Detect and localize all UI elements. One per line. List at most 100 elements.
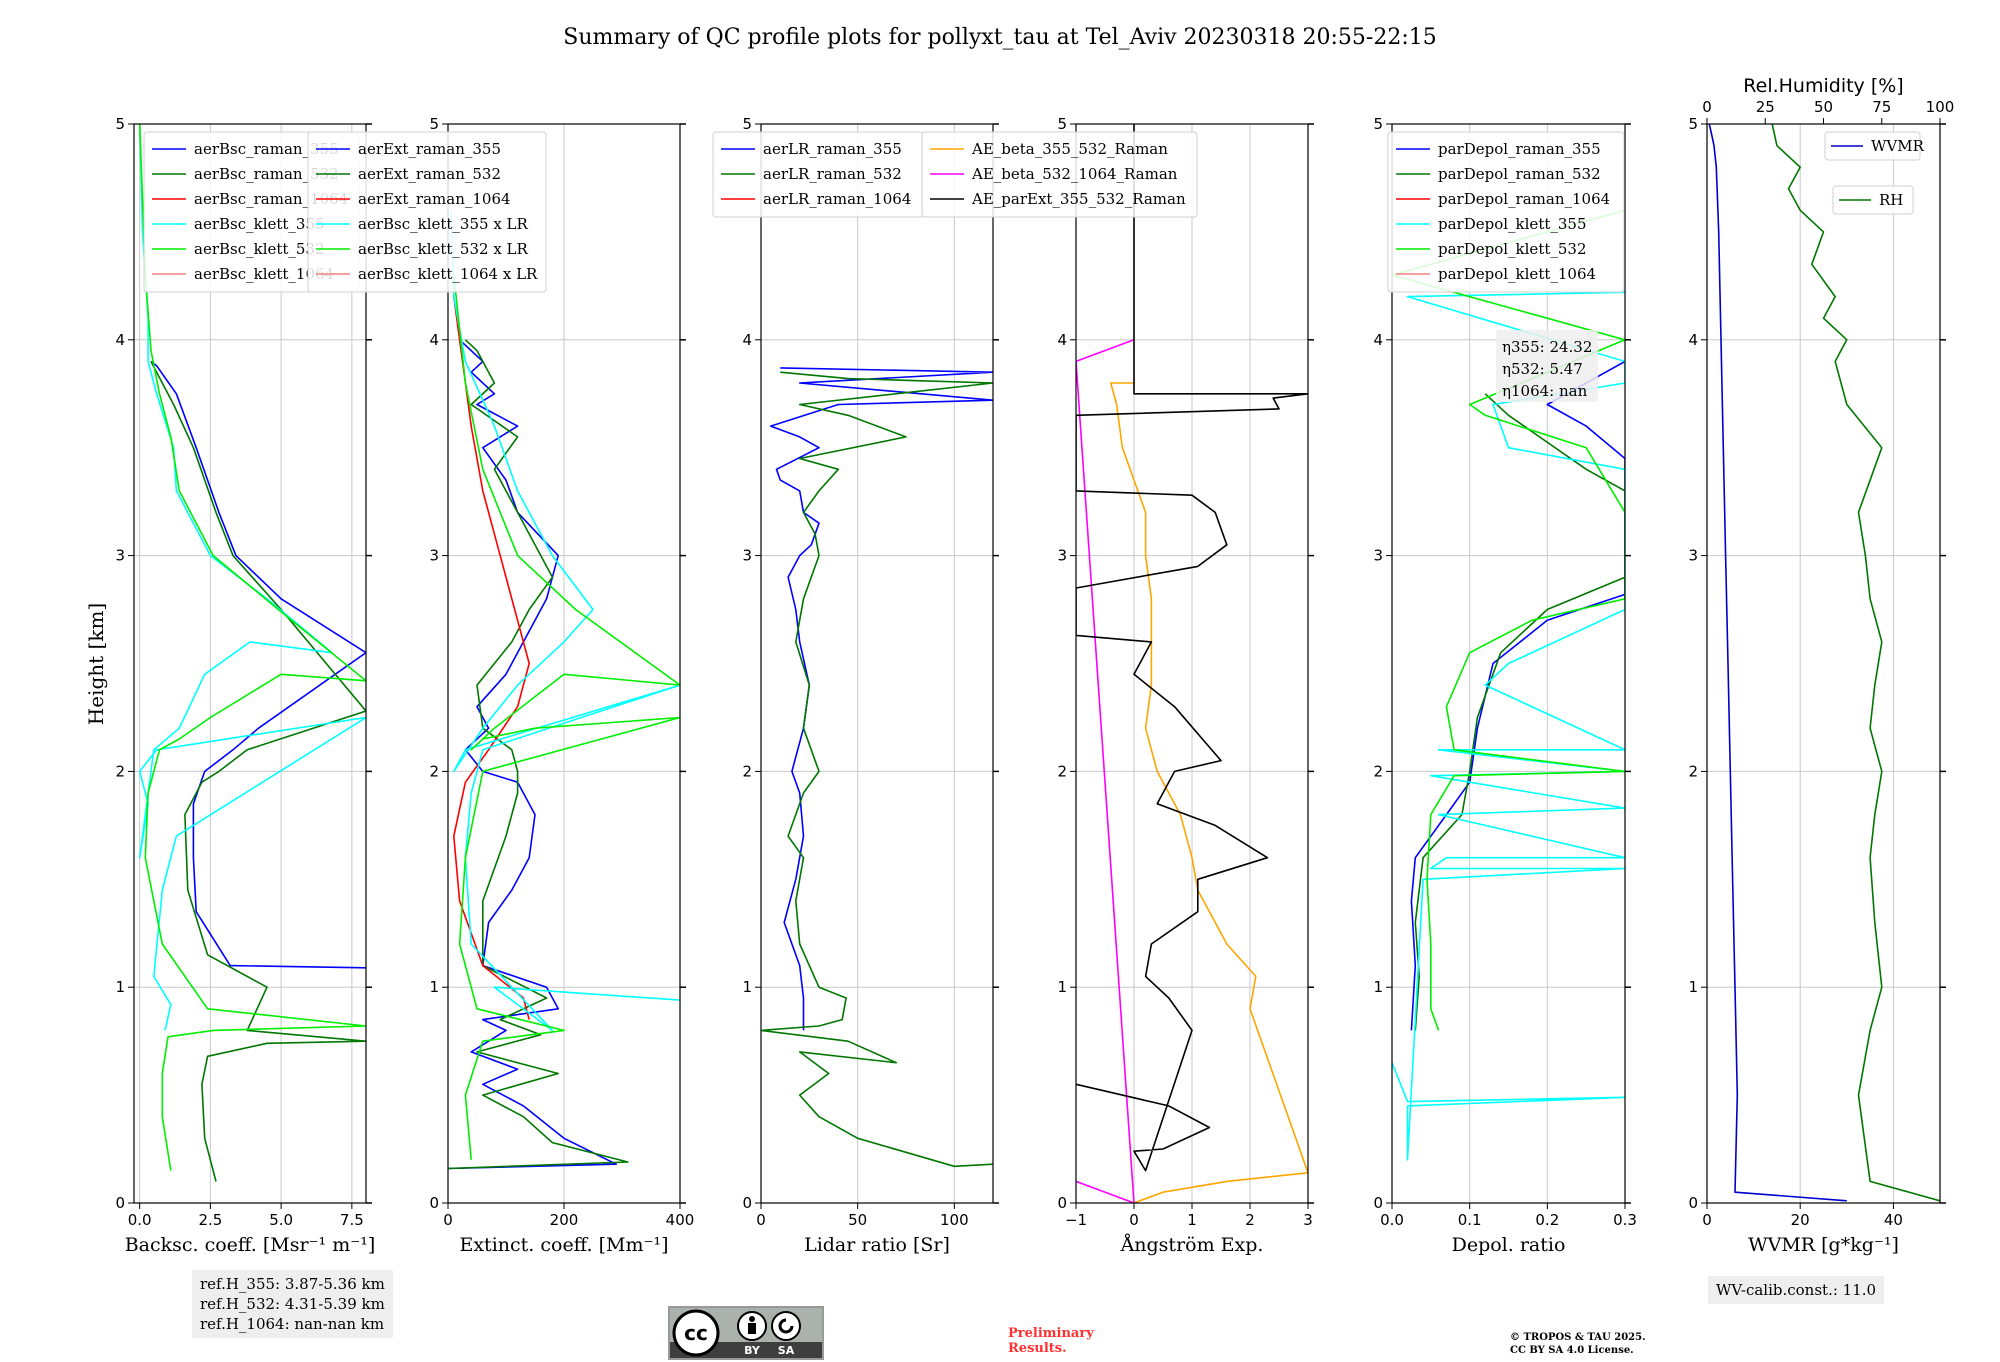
series-line: [1110, 382, 1308, 1203]
legend-label: aerBsc_klett_1064: [194, 265, 334, 283]
y-tick-label: 4: [742, 331, 752, 349]
x-tick-label: 40: [1884, 1211, 1903, 1229]
y-tick-label: 4: [429, 331, 439, 349]
legend-label: aerBsc_klett_355 x LR: [358, 215, 529, 233]
eta-label: η532: 5.47: [1502, 360, 1583, 378]
copyright-line: © TROPOS & TAU 2025.: [1510, 1332, 1646, 1343]
series-line: [769, 367, 993, 1031]
y-tick-label: 5: [115, 115, 125, 133]
series-group: [1708, 124, 1940, 1202]
x-tick-label: −1: [1065, 1211, 1087, 1229]
x-axis-label: Lidar ratio [Sr]: [804, 1234, 950, 1256]
series-line: [1410, 360, 1625, 1031]
series-line: [448, 339, 618, 1170]
axes-frame: [760, 123, 994, 1204]
y-tick-label: 1: [115, 978, 125, 996]
legend-box: [1387, 131, 1625, 293]
preliminary-note: Preliminary Results.: [1008, 1326, 1094, 1356]
legend-label: parDepol_raman_1064: [1438, 190, 1610, 208]
series-line: [761, 371, 993, 1168]
x-axis-label: Extinct. coeff. [Mm⁻¹]: [459, 1234, 668, 1256]
chart-panel-3: 0 50 100 0 1 2 3 4 5 Lidar ratio [Sr] aerLR_raman_…: [712, 115, 999, 1256]
y-tick-label: 4: [115, 331, 125, 349]
y-tick-label: 1: [1688, 978, 1698, 996]
series-group: [1392, 209, 1625, 1161]
y-tick-label: 0: [1373, 1194, 1383, 1212]
x-tick-label: 0.0: [1380, 1211, 1404, 1229]
chart-panel-1: 0.0 2.5 5.0 7.5 0 1 2 3 4 5 Backsc. coeff. [Msr⁻¹ …: [115, 115, 375, 1256]
eta-label: η1064: nan: [1502, 382, 1588, 400]
refh-line: ref.H_355: 3.87-5.36 km: [200, 1275, 385, 1293]
legend-label: parDepol_raman_355: [1438, 140, 1601, 158]
y-tick-label: 4: [1688, 331, 1698, 349]
legend-label: parDepol_klett_355: [1438, 215, 1587, 233]
y-tick-label: 3: [115, 547, 125, 565]
y-tick-label: 4: [1057, 331, 1067, 349]
series-line: [1414, 393, 1625, 1031]
x2-tick-label: 100: [1926, 98, 1955, 116]
series-line: [138, 124, 366, 1031]
y-tick-label: 5: [1057, 115, 1067, 133]
x-tick-label: 400: [666, 1211, 695, 1229]
x-tick-label: 200: [550, 1211, 579, 1229]
legend-box: [921, 131, 1198, 218]
sa-icon: [771, 1311, 801, 1341]
series-line: [150, 361, 366, 1182]
legend-label: aerExt_raman_532: [358, 165, 501, 183]
x2-tick-label: 25: [1756, 98, 1775, 116]
legend-box: [307, 131, 547, 293]
series-line: [138, 124, 366, 1171]
y-tick-label: 5: [742, 115, 752, 133]
x-tick-label: 2: [1245, 1211, 1255, 1229]
cc-license-badge[interactable]: cc BY SA: [668, 1306, 824, 1360]
y-tick-label: 1: [1373, 978, 1383, 996]
x-tick-label: 1: [1187, 1211, 1197, 1229]
legend-label: AE_beta_355_532_Raman: [971, 140, 1168, 158]
y-tick-label: 2: [742, 762, 752, 780]
y-tick-label: 3: [1373, 547, 1383, 565]
x-axis-label: Ångström Exp.: [1120, 1234, 1264, 1256]
x-tick-label: 0: [443, 1211, 453, 1229]
y-tick-label: 5: [429, 115, 439, 133]
y-axis-label: Height [km]: [84, 603, 108, 725]
refh-line: ref.H_532: 4.31-5.39 km: [200, 1295, 385, 1313]
y-tick-label: 1: [742, 978, 752, 996]
series-line: [1392, 209, 1625, 1031]
chart-panel-2: 0 200 400 0 1 2 3 4 5 Extinct. coeff. [Mm⁻¹] aerEx…: [307, 115, 695, 1256]
x2-tick-label: 0: [1702, 98, 1712, 116]
y-tick-label: 3: [1057, 547, 1067, 565]
x-tick-label: 0.3: [1613, 1211, 1637, 1229]
y-tick-label: 3: [1688, 547, 1698, 565]
legend-label: aerExt_raman_355: [358, 140, 501, 158]
legend-label: aerBsc_klett_532 x LR: [358, 240, 529, 258]
sa-label: SA: [778, 1344, 795, 1357]
by-label: BY: [744, 1344, 761, 1357]
y-tick-label: 0: [429, 1194, 439, 1212]
chart-panel-5: 0.0 0.1 0.2 0.3 0 1 2 3 4 5 Depol. ratio parDepol_r…: [1373, 115, 1636, 1256]
wv-calib-text: WV-calib.const.: 11.0: [1716, 1281, 1877, 1299]
x-tick-label: 0.1: [1458, 1211, 1482, 1229]
series-line: [150, 360, 366, 969]
legend-label: aerLR_raman_1064: [763, 190, 911, 208]
chart-panel-6: 0 20 40 0 1 2 3 4 5 WVMR [g*kg⁻¹] 0 25 50 75 100 Rel.Hu…: [1688, 75, 1954, 1256]
x-tick-label: 0.2: [1535, 1211, 1559, 1229]
eta-box: [1496, 330, 1598, 402]
legend-box: [1832, 185, 1914, 215]
preliminary-line: Results.: [1008, 1341, 1067, 1356]
y-tick-label: 2: [1373, 762, 1383, 780]
axes-frame: [1706, 123, 1941, 1204]
axes-frame: [1391, 123, 1626, 1204]
y-tick-label: 2: [429, 762, 439, 780]
legend-label: aerBsc_raman_532: [194, 165, 339, 183]
copyright-note: © TROPOS & TAU 2025. CC BY SA 4.0 Licens…: [1510, 1331, 1646, 1357]
wv-calib-box: WV-calib.const.: 11.0: [1708, 1276, 1885, 1304]
y-tick-label: 5: [1688, 115, 1698, 133]
y-tick-label: 2: [115, 762, 125, 780]
legend-label: parDepol_klett_532: [1438, 240, 1587, 258]
y-tick-label: 5: [1373, 115, 1383, 133]
eta-label: η355: 24.32: [1502, 338, 1592, 356]
cc-icon-letters: cc: [684, 1321, 708, 1345]
x-tick-label: 50: [848, 1211, 867, 1229]
